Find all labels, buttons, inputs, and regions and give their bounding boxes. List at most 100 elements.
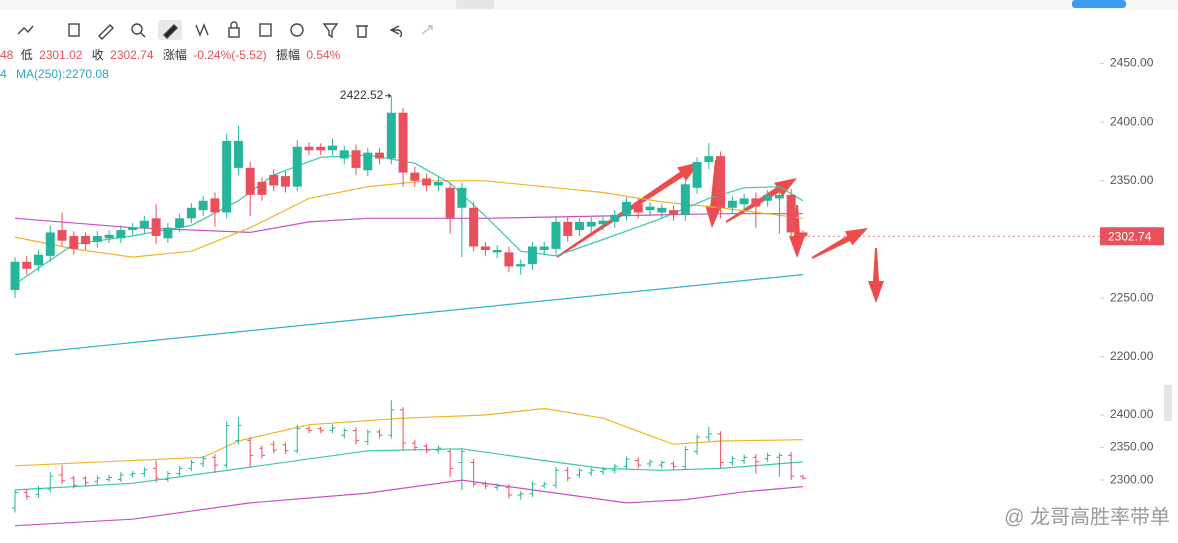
candle-body	[163, 227, 173, 239]
candle	[257, 177, 267, 201]
tool-icon[interactable]	[228, 27, 240, 38]
mini-candle	[552, 467, 559, 489]
candle-body	[363, 152, 373, 171]
y-tick-label: 2450.00	[1110, 56, 1154, 70]
mini-candle	[482, 481, 489, 490]
mini-candle	[117, 472, 124, 483]
tool-icon[interactable]	[17, 25, 34, 35]
candle	[139, 216, 149, 234]
candle	[751, 192, 761, 228]
candle	[786, 189, 796, 240]
candle	[457, 183, 467, 258]
candle-body	[680, 184, 690, 215]
candle	[198, 196, 208, 216]
mini-candle	[564, 467, 571, 482]
tool-icon[interactable]	[259, 23, 272, 37]
candle-body	[151, 218, 161, 236]
candle	[316, 143, 326, 155]
last-price-label: 2302.74	[1108, 229, 1152, 243]
mini-candle	[658, 460, 665, 469]
mini-candle	[35, 485, 42, 498]
y-tick-label: 2400.00	[1110, 114, 1154, 128]
mini-candle	[47, 472, 54, 493]
y2-tick-label: 2400.00	[1110, 407, 1154, 421]
candle	[375, 147, 385, 165]
candle-body	[469, 207, 479, 247]
drawn-arrow	[868, 248, 884, 303]
max-annotation-arrow	[385, 93, 392, 99]
candle-body	[269, 174, 279, 186]
mini-candle	[423, 443, 430, 454]
mini-candle	[729, 456, 736, 466]
mini-candle	[788, 452, 795, 481]
candle	[269, 169, 279, 192]
ai-button[interactable]	[1072, 0, 1126, 8]
mini-candle	[82, 476, 89, 486]
indicator-line	[14, 180, 803, 258]
mini-candle	[294, 424, 301, 454]
candle	[551, 216, 561, 255]
candle-body	[539, 246, 549, 251]
candle	[574, 218, 584, 236]
candle	[339, 145, 349, 165]
mini-candle	[741, 454, 748, 464]
y2-tick-label: 2350.00	[1110, 440, 1154, 454]
scroll-handle[interactable]	[1164, 385, 1172, 421]
mini-candle	[211, 454, 218, 473]
mini-candle	[635, 457, 642, 469]
drawn-arrow	[789, 205, 805, 258]
mini-candle	[588, 467, 595, 477]
tool-icon[interactable]	[98, 24, 114, 40]
candle-body	[104, 234, 114, 239]
selected-tab[interactable]	[456, 0, 494, 9]
candle	[516, 259, 526, 275]
candle-body	[669, 210, 679, 215]
mini-candle	[458, 448, 465, 490]
tool-icon[interactable]	[322, 23, 339, 39]
candle-body	[798, 232, 808, 237]
mini-candle	[176, 465, 183, 477]
candle-body	[304, 146, 314, 151]
header-ohlc: 48 低 2301.02 收 2302.74 涨幅 -0.24%(-5.52) …	[0, 47, 341, 62]
max-annotation: 2422.52	[340, 88, 384, 102]
mini-candle	[494, 483, 501, 491]
candle-body	[175, 218, 185, 228]
candle	[480, 241, 490, 256]
mini-candle	[694, 434, 701, 455]
candle	[34, 250, 44, 272]
candle-body	[480, 246, 490, 251]
mini-candle	[317, 426, 324, 434]
candle-body	[375, 152, 385, 159]
candle	[175, 213, 185, 233]
candle-body	[57, 230, 67, 241]
tool-icon[interactable]	[68, 23, 80, 37]
candle	[539, 241, 549, 255]
candle-body	[222, 140, 232, 213]
mini-candle	[517, 491, 524, 500]
candle	[410, 166, 420, 187]
candle	[692, 157, 702, 194]
candle-body	[457, 187, 467, 208]
indicator-line	[14, 407, 803, 467]
candle	[163, 223, 173, 243]
tool-icon[interactable]	[356, 25, 368, 38]
tool-icon[interactable]	[195, 23, 209, 37]
candle	[245, 162, 255, 216]
candle-body	[198, 200, 208, 211]
y2-tick-label: 2300.00	[1110, 472, 1154, 486]
candle-body	[328, 145, 338, 151]
tool-icon[interactable]	[131, 23, 143, 35]
candle	[81, 232, 91, 251]
mini-candle	[353, 427, 360, 445]
candle	[798, 230, 808, 239]
tool-icon[interactable]	[290, 23, 304, 37]
mini-candle	[59, 465, 66, 484]
candle	[69, 231, 79, 255]
candle-body	[574, 221, 584, 231]
candle	[128, 223, 138, 235]
tool-icon[interactable]	[389, 25, 403, 38]
candle	[210, 192, 220, 227]
candle	[739, 193, 749, 211]
